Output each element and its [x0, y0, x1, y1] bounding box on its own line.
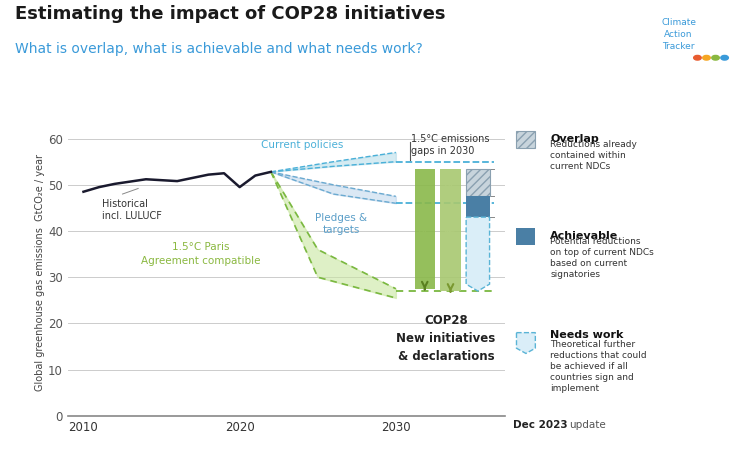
Bar [466, 169, 489, 196]
Text: Needs work: Needs work [550, 330, 624, 340]
Bar [466, 196, 489, 217]
Text: What is overlap, what is achievable and what needs work?: What is overlap, what is achievable and … [15, 42, 423, 55]
Text: Potential reductions
on top of current NDCs
based on current
signatories: Potential reductions on top of current N… [550, 237, 654, 279]
Text: Target gap: Target gap [418, 195, 427, 249]
Text: Reductions already
contained within
current NDCs: Reductions already contained within curr… [550, 140, 637, 171]
Text: Historical
incl. LULUCF: Historical incl. LULUCF [103, 199, 162, 221]
Text: 1.5°C Paris
Agreement compatible: 1.5°C Paris Agreement compatible [141, 243, 260, 266]
Text: 1.5°C emissions
gaps in 2030: 1.5°C emissions gaps in 2030 [412, 134, 490, 156]
Text: Estimating the impact of COP28 initiatives: Estimating the impact of COP28 initiativ… [15, 5, 446, 23]
Y-axis label: Global greenhouse gas emissions  GtCO₂e / year: Global greenhouse gas emissions GtCO₂e /… [35, 154, 45, 391]
Text: COP28
New initiatives
& declarations: COP28 New initiatives & declarations [396, 314, 495, 363]
Polygon shape [466, 217, 489, 291]
Text: update: update [569, 419, 606, 430]
Text: 19 – 22 GtCO₂e: 19 – 22 GtCO₂e [423, 206, 432, 270]
Bar [440, 169, 461, 291]
Text: Overlap: Overlap [550, 134, 599, 144]
Text: 24 – 27 GtCO₂e: 24 – 27 GtCO₂e [449, 207, 458, 271]
Text: Dec 2023: Dec 2023 [513, 419, 567, 430]
Text: Pledges &
targets: Pledges & targets [315, 213, 367, 235]
Text: Achievable: Achievable [550, 231, 619, 241]
Text: Implementation gap: Implementation gap [443, 169, 452, 272]
Text: Current policies: Current policies [261, 140, 343, 150]
Bar [415, 169, 435, 289]
Text: Climate
Action
Tracker: Climate Action Tracker [661, 18, 696, 51]
Text: Theoretical further
reductions that could
be achieved if all
countries sign and
: Theoretical further reductions that coul… [550, 340, 647, 393]
